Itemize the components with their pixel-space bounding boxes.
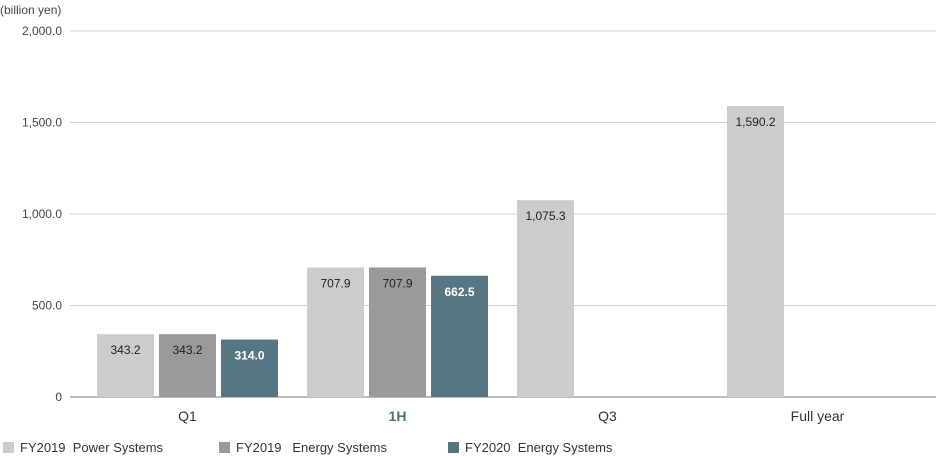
- legend-swatch: [3, 441, 14, 453]
- y-axis-unit-label: (billion yen): [0, 3, 62, 17]
- x-tick-label: Full year: [791, 408, 845, 424]
- x-tick-label: Q3: [598, 408, 617, 424]
- legend-swatch: [219, 441, 230, 453]
- legend-item-fy2020-energy-systems: FY2020 Energy Systems: [448, 438, 612, 456]
- y-tick-label: 1,000.0: [22, 207, 62, 221]
- bar: [517, 200, 574, 397]
- bar: [431, 275, 488, 397]
- bar-data-label: 662.5: [444, 285, 474, 299]
- y-tick-label: 1,500.0: [22, 116, 62, 130]
- bar-data-label: 707.9: [320, 276, 350, 290]
- x-tick-label: 1H: [389, 408, 407, 424]
- bar: [727, 105, 784, 397]
- chart-legend: FY2019 Power Systems FY2019 Energy Syste…: [0, 438, 936, 456]
- y-tick-label: 0: [55, 390, 62, 404]
- bar: [369, 267, 426, 397]
- legend-label: FY2019 Energy Systems: [236, 439, 388, 455]
- y-tick-label: 2,000.0: [22, 24, 62, 38]
- bar: [221, 339, 278, 397]
- legend-label: FY2020 Energy Systems: [465, 439, 613, 455]
- x-tick-label: Q1: [178, 408, 197, 424]
- legend-item-fy2019-power-systems: FY2019 Power Systems: [3, 438, 163, 456]
- bar-data-label: 707.9: [382, 276, 412, 290]
- bar: [307, 267, 364, 397]
- bar: [97, 334, 154, 397]
- legend-item-fy2019-energy-systems: FY2019 Energy Systems: [219, 438, 387, 456]
- bar-data-label: 1,590.2: [735, 115, 775, 129]
- legend-label: FY2019 Power Systems: [20, 439, 164, 455]
- legend-swatch: [448, 441, 459, 453]
- bar-data-label: 314.0: [234, 349, 264, 363]
- bar: [159, 334, 216, 397]
- bar-data-label: 1,075.3: [525, 209, 565, 223]
- bar-data-label: 343.2: [110, 343, 140, 357]
- y-tick-label: 500.0: [32, 299, 62, 313]
- bar-data-label: 343.2: [172, 343, 202, 357]
- bar-chart: 0 500.0 1,000.0 1,500.0 2,000.0 343.2 343.2 314…: [22, 24, 936, 424]
